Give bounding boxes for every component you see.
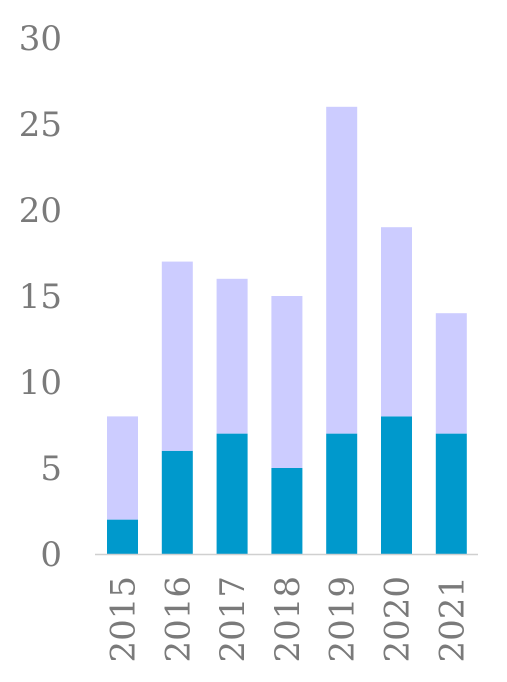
x-axis-ticks: 2015 2016 2017 2018 2019 2020 2021 bbox=[104, 576, 473, 663]
x-tick-label: 2015 bbox=[104, 576, 144, 663]
x-tick-label: 2018 bbox=[268, 576, 308, 663]
bar-segment-2021-series-1 bbox=[435, 433, 467, 554]
bar-segment-2018-series-2 bbox=[271, 296, 303, 468]
x-tick-label: 2021 bbox=[432, 576, 472, 663]
bar-segment-2016-series-2 bbox=[161, 261, 193, 451]
y-tick-label: 25 bbox=[19, 105, 62, 145]
x-tick-label: 2017 bbox=[213, 576, 253, 663]
bars bbox=[107, 106, 467, 554]
bar-segment-2020-series-2 bbox=[381, 227, 412, 417]
bar-segment-2015-series-2 bbox=[107, 416, 138, 520]
x-tick-label: 2016 bbox=[158, 576, 198, 663]
y-tick-label: 0 bbox=[40, 535, 62, 575]
x-tick-label: 2020 bbox=[378, 576, 418, 663]
bar-segment-2019-series-2 bbox=[326, 106, 358, 434]
bar-segment-2017-series-2 bbox=[216, 278, 248, 434]
y-tick-label: 5 bbox=[40, 449, 62, 489]
y-tick-label: 15 bbox=[19, 277, 62, 317]
y-axis-ticks: 0 5 10 15 20 25 30 bbox=[19, 19, 62, 575]
bar-segment-2015-series-1 bbox=[107, 519, 138, 554]
bar-segment-2018-series-1 bbox=[271, 468, 303, 554]
bar-segment-2019-series-1 bbox=[326, 433, 358, 554]
bar-segment-2020-series-1 bbox=[381, 416, 412, 554]
y-tick-label: 30 bbox=[19, 19, 62, 59]
bar-segment-2016-series-1 bbox=[161, 450, 193, 554]
bar-segment-2017-series-1 bbox=[216, 433, 248, 554]
x-tick-label: 2019 bbox=[323, 576, 363, 663]
y-tick-label: 10 bbox=[19, 363, 62, 403]
y-tick-label: 20 bbox=[19, 191, 62, 231]
bar-segment-2021-series-2 bbox=[435, 313, 467, 434]
